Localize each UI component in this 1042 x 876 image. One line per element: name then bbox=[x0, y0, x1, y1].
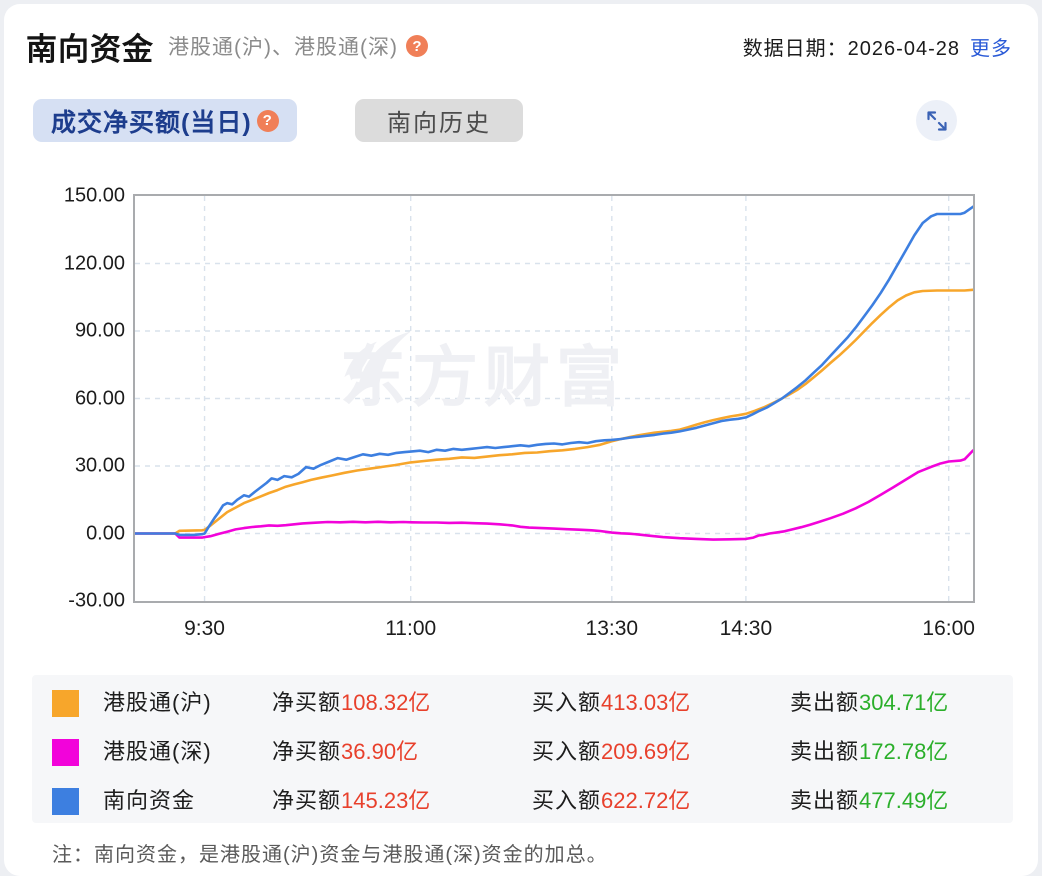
legend-sell-value: 477.49亿 bbox=[859, 788, 949, 813]
legend-swatch bbox=[52, 788, 79, 815]
legend-sell-value: 304.71亿 bbox=[859, 690, 949, 715]
legend-buy-amount: 买入额413.03亿 bbox=[532, 689, 690, 717]
legend-sell-label: 卖出额 bbox=[790, 788, 860, 813]
tab-net-buy-today-label: 成交净买额(当日) bbox=[51, 108, 252, 137]
legend-sell-label: 卖出额 bbox=[790, 690, 860, 715]
tab-southbound-history-label: 南向历史 bbox=[387, 110, 491, 137]
x-tick-label: 9:30 bbox=[184, 617, 225, 640]
legend-sell-amount: 卖出额304.71亿 bbox=[790, 689, 948, 717]
x-tick-label: 11:00 bbox=[385, 617, 437, 640]
legend-buy-label: 买入额 bbox=[532, 690, 602, 715]
fullscreen-button[interactable] bbox=[916, 100, 957, 141]
legend-buy-label: 买入额 bbox=[532, 788, 602, 813]
tab-southbound-history[interactable]: 南向历史 bbox=[355, 99, 523, 142]
legend-row-港股通(沪): 港股通(沪) 净买额108.32亿 买入额413.03亿 卖出额304.71亿 bbox=[32, 689, 1013, 717]
y-tick-label: 60.00 bbox=[74, 387, 125, 409]
y-tick-label: 90.00 bbox=[74, 319, 125, 342]
legend-row-南向资金: 南向资金 净买额145.23亿 买入额622.72亿 卖出额477.49亿 bbox=[32, 787, 1013, 815]
x-tick-label: 16:00 bbox=[922, 617, 975, 640]
footnote: 注：南向资金，是港股通(沪)资金与港股通(深)资金的加总。 bbox=[52, 844, 608, 866]
legend-buy-amount: 买入额209.69亿 bbox=[532, 738, 690, 766]
tab-help-icon[interactable]: ? bbox=[256, 109, 279, 132]
data-date: 数据日期：2026-04-28 更多 bbox=[743, 32, 1012, 61]
y-tick-label: 30.00 bbox=[74, 454, 125, 477]
y-tick-label: -30.00 bbox=[68, 589, 125, 612]
legend-buy-value: 209.69亿 bbox=[601, 739, 691, 764]
legend-net-value: 145.23亿 bbox=[341, 788, 431, 813]
legend-net-label: 净买额 bbox=[272, 788, 342, 813]
legend-net-label: 净买额 bbox=[272, 690, 342, 715]
legend-sell-label: 卖出额 bbox=[790, 739, 860, 764]
x-tick-label: 13:30 bbox=[585, 617, 639, 640]
subtitle-help-icon[interactable]: ? bbox=[405, 35, 428, 57]
y-tick-label: 150.00 bbox=[63, 184, 125, 207]
legend-swatch bbox=[52, 690, 79, 717]
legend-buy-value: 413.03亿 bbox=[601, 690, 691, 715]
header: 南向资金 港股通(沪)、港股通(深) ? 数据日期：2026-04-28 更多 bbox=[26, 24, 1012, 68]
y-tick-label: 0.00 bbox=[86, 522, 125, 544]
legend-series-name: 南向资金 bbox=[103, 788, 196, 813]
legend-sell-amount: 卖出额172.78亿 bbox=[790, 738, 948, 766]
more-link[interactable]: 更多 bbox=[970, 37, 1012, 60]
legend-series-name: 港股通(深) bbox=[103, 739, 212, 764]
data-date-text: 数据日期：2026-04-28 bbox=[742, 37, 960, 60]
y-tick-label: 120.00 bbox=[63, 252, 125, 274]
legend-net-amount: 净买额145.23亿 bbox=[272, 787, 430, 815]
legend-net-value: 108.32亿 bbox=[341, 690, 431, 715]
legend-buy-value: 622.72亿 bbox=[601, 788, 691, 813]
legend-sell-amount: 卖出额477.49亿 bbox=[790, 787, 948, 815]
legend-buy-label: 买入额 bbox=[532, 739, 602, 764]
line-chart bbox=[135, 196, 973, 601]
legend-swatch bbox=[52, 739, 79, 766]
chart-plot-area: 东方财富 bbox=[133, 194, 975, 603]
legend-net-amount: 净买额36.90亿 bbox=[272, 738, 418, 766]
page-title: 南向资金 bbox=[26, 31, 154, 67]
tab-net-buy-today[interactable]: 成交净买额(当日) ? bbox=[33, 99, 297, 142]
legend-buy-amount: 买入额622.72亿 bbox=[532, 787, 690, 815]
page-subtitle: 港股通(沪)、港股通(深) bbox=[168, 36, 398, 59]
legend-net-amount: 净买额108.32亿 bbox=[272, 689, 430, 717]
legend-series-name: 港股通(沪) bbox=[103, 690, 212, 715]
legend-sell-value: 172.78亿 bbox=[859, 739, 949, 764]
series-line-南向资金 bbox=[135, 205, 973, 537]
expand-arrows-icon bbox=[926, 110, 947, 131]
legend-row-港股通(深): 港股通(深) 净买额36.90亿 买入额209.69亿 卖出额172.78亿 bbox=[32, 738, 1013, 766]
legend-net-value: 36.90亿 bbox=[341, 739, 419, 764]
legend-net-label: 净买额 bbox=[272, 739, 342, 764]
x-tick-label: 14:30 bbox=[719, 617, 773, 640]
legend-panel: 港股通(沪) 净买额108.32亿 买入额413.03亿 卖出额304.71亿 港股通(… bbox=[32, 675, 1013, 823]
series-line-港股通(沪) bbox=[135, 288, 973, 535]
series-line-港股通(深) bbox=[135, 449, 973, 541]
